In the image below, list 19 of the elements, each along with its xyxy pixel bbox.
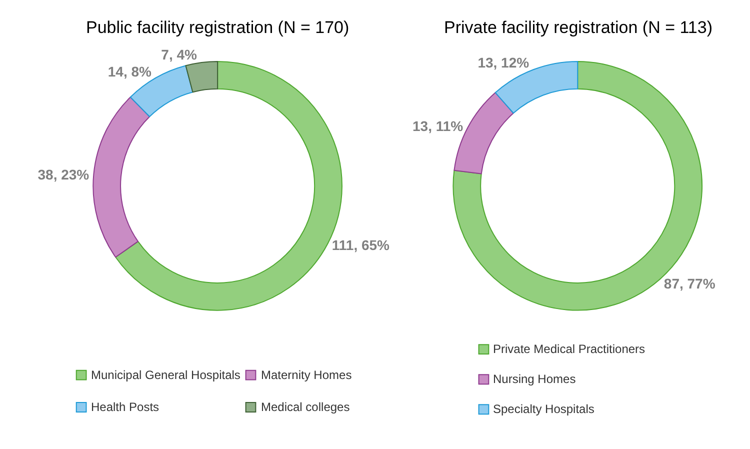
data-label: 13, 12% xyxy=(478,54,530,71)
chart-title: Public facility registration (N = 170) xyxy=(86,18,350,37)
data-label: 14, 8% xyxy=(108,64,152,80)
donut-slice xyxy=(92,96,150,258)
data-label: 111, 65% xyxy=(332,237,390,254)
donut-slice xyxy=(185,60,218,93)
donut-slice xyxy=(130,65,194,118)
data-label: 13, 11% xyxy=(412,118,464,134)
data-label: 87, 77% xyxy=(664,276,716,292)
legend-label: Medical colleges xyxy=(261,400,350,414)
legend-label: Health Posts xyxy=(91,400,160,414)
legend-label: Private Medical Practitioners xyxy=(493,342,646,356)
chart-title: Private facility registration (N = 113) xyxy=(444,18,712,37)
legend-label: Maternity Homes xyxy=(261,368,352,382)
legend-label: Specialty Hospitals xyxy=(493,402,594,416)
data-label: 7, 4% xyxy=(161,46,198,63)
data-label: 38, 23% xyxy=(38,166,90,182)
legend-label: Nursing Homes xyxy=(493,372,576,386)
legend-label: Municipal General Hospitals xyxy=(91,368,240,382)
